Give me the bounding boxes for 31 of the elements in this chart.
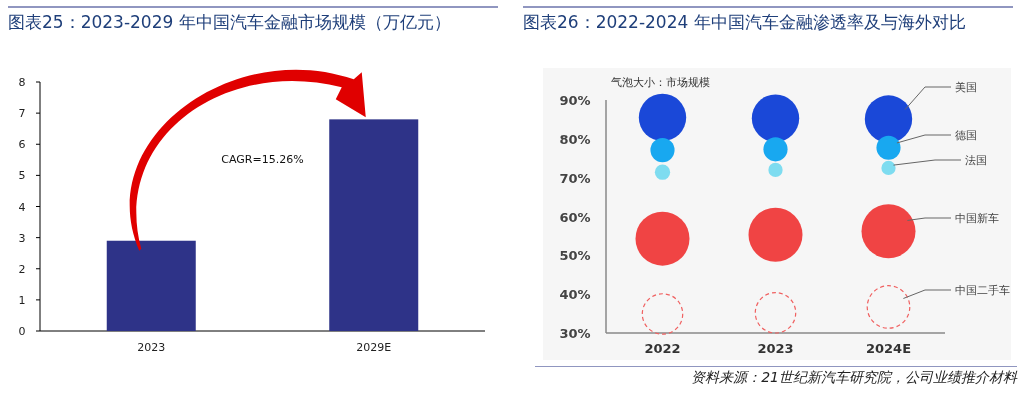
text: 德国 xyxy=(955,129,977,142)
text: 中国新车 xyxy=(955,212,999,225)
chart-title: 图表26：2022-2024 年中国汽车金融渗透率及与海外对比 xyxy=(523,6,1013,35)
y-tick-label: 70% xyxy=(559,170,591,186)
x-tick-label: 2024E xyxy=(865,341,912,356)
y-tick-label: 3 xyxy=(18,231,26,245)
y-tick-label: 6 xyxy=(18,138,26,152)
y-tick-label: 40% xyxy=(559,287,591,303)
text: 美国 xyxy=(955,81,977,94)
y-tick-label: 1 xyxy=(18,293,26,307)
y-tick-label: 8 xyxy=(18,76,26,89)
text: 法国 xyxy=(965,154,987,167)
x-tick-label: 2029E xyxy=(356,341,392,354)
y-tick-label: 90% xyxy=(559,93,591,108)
y-tick-label: 5 xyxy=(18,169,26,183)
y-tick-label: 2 xyxy=(18,262,26,276)
text: 资料来源：21世纪新汽车研究院，公司业绩推介材料 xyxy=(535,366,1017,387)
chart-title: 图表25：2023-2029 年中国汽车金融市场规模（万亿元） xyxy=(8,6,498,35)
y-tick-label: 7 xyxy=(18,107,26,121)
y-tick-label: 0 xyxy=(18,325,26,338)
y-tick-label: 80% xyxy=(559,131,591,147)
y-tick-label: 30% xyxy=(559,326,591,341)
x-tick-label: 2022 xyxy=(644,341,681,356)
y-tick-label: 4 xyxy=(18,200,26,214)
x-tick-label: 2023 xyxy=(137,341,166,354)
text: 中国二手车 xyxy=(955,284,1010,297)
annotation: CAGR=15.26% xyxy=(221,153,304,166)
text: 气泡大小：市场规模 xyxy=(611,76,710,89)
y-tick-label: 50% xyxy=(559,248,591,264)
x-tick-label: 2023 xyxy=(757,341,794,356)
y-tick-label: 60% xyxy=(559,209,591,225)
